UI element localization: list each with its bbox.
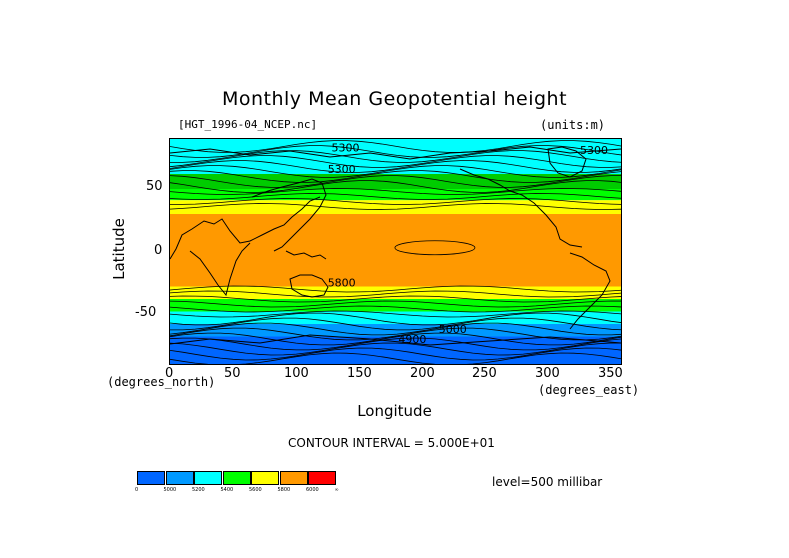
- coastline-australia: [289, 274, 329, 298]
- colorbar-tick-label: 5400: [220, 487, 234, 493]
- contour-label: 5800: [328, 277, 356, 290]
- color-band: [170, 174, 621, 189]
- contour-line: [170, 322, 621, 336]
- contour-label: 5300: [328, 163, 356, 176]
- contour-line: [170, 342, 621, 356]
- contour-labels: 5300 5300 5300 5800 5000 4900: [328, 142, 608, 346]
- coastline-greenland: [547, 146, 587, 178]
- contour-line: [170, 155, 621, 168]
- y-units-label: (degrees_east): [538, 383, 640, 397]
- chart-title: Monthly Mean Geopotential height: [221, 88, 568, 110]
- x-axis-label: Longitude: [0, 402, 789, 420]
- coastline-indonesia: [285, 250, 327, 260]
- colorbar-swatch: [279, 471, 308, 485]
- contour-label: 5300: [331, 142, 359, 155]
- color-band: [170, 189, 621, 201]
- colorbar-swatch: [308, 471, 336, 485]
- colorbar-tick-label: 6000: [306, 487, 319, 493]
- coastline-antarctica: [170, 334, 621, 346]
- contour-line: [170, 295, 621, 303]
- contour-line: [170, 188, 621, 195]
- colorbar-swatch: [222, 471, 251, 485]
- contour-line: [170, 337, 621, 351]
- colorbar-tick-label: 0: [135, 487, 139, 493]
- contour-lines: [170, 140, 621, 364]
- x-tick-label: 350: [598, 366, 623, 381]
- y-axis-label: Latitude: [109, 218, 128, 280]
- color-band: [170, 214, 621, 287]
- coastline-africa-east: [189, 242, 251, 297]
- colorbar-tick-label: 5000: [163, 487, 177, 493]
- contour-line: [170, 165, 621, 178]
- x-tick-label: 100: [284, 366, 309, 381]
- colorbar-swatch: [251, 471, 279, 485]
- contour-label: 4900: [398, 333, 426, 346]
- contour-label: 5300: [580, 144, 608, 157]
- y-tick-label: 0: [154, 243, 163, 258]
- colorbar-swatch: [194, 471, 222, 485]
- contour-line: [170, 145, 621, 158]
- contour-line: [170, 347, 621, 361]
- colorbar-swatch: [137, 471, 165, 485]
- plot-area: 5300 5300 5300 5800 5000 4900: [169, 138, 622, 365]
- x-tick-label: 150: [347, 366, 372, 381]
- colorbar-tick-label: 5600: [249, 487, 262, 493]
- y-tick-label: -50: [135, 305, 157, 320]
- contour-line: [170, 310, 621, 318]
- contour-line: [170, 312, 621, 326]
- contour-line: [170, 203, 621, 210]
- colorbar-tick-label: ∞: [334, 487, 339, 493]
- contour-line: [170, 180, 621, 193]
- color-band: [170, 324, 621, 337]
- colorbar-tick-label: 5800: [277, 487, 291, 493]
- x-tick-label: 300: [535, 366, 560, 381]
- coastline-arctic: [170, 146, 621, 160]
- contour-line: [170, 332, 621, 346]
- coastlines: [170, 146, 621, 346]
- contour-line: [170, 352, 621, 364]
- map-canvas: 5300 5300 5300 5800 5000 4900: [170, 139, 621, 364]
- colorbar-tick-label: 5200: [192, 487, 205, 493]
- x-tick-label: 0: [165, 366, 174, 381]
- contour-line: [170, 285, 621, 293]
- x-tick-label: 50: [224, 366, 241, 381]
- file-label: [HGT_1996-04_NCEP.nc]: [178, 118, 318, 131]
- coastline-south-america: [569, 252, 611, 330]
- contour-line: [394, 240, 476, 256]
- level-label: level=500 millibar: [492, 475, 603, 489]
- y-tick-label: 50: [146, 179, 163, 194]
- contour-line: [170, 305, 621, 313]
- x-tick-label: 200: [410, 366, 435, 381]
- color-band: [170, 311, 621, 324]
- colorbar-swatch: [165, 471, 194, 485]
- contour-line: [170, 317, 621, 331]
- contour-line: [170, 327, 621, 341]
- contour-line: [170, 193, 621, 200]
- contour-line: [170, 170, 621, 183]
- contour-line: [170, 175, 621, 188]
- contour-label: 5000: [439, 323, 467, 336]
- units-label: (units:m): [540, 118, 606, 132]
- contour-line: [170, 300, 621, 308]
- contour-interval: CONTOUR INTERVAL = 5.000E+01: [288, 436, 495, 450]
- coastline-asia: [251, 178, 327, 252]
- x-axis-label-text: Longitude: [357, 402, 432, 420]
- color-band: [170, 299, 621, 312]
- x-tick-label: 250: [472, 366, 497, 381]
- contour-line: [170, 160, 621, 173]
- coastline-europe-africa: [170, 196, 321, 260]
- x-units-label: (degrees_north): [107, 375, 216, 389]
- contour-line: [170, 140, 621, 153]
- contour-line: [170, 198, 621, 205]
- contour-line: [170, 290, 621, 298]
- coastline-north-america: [459, 168, 583, 248]
